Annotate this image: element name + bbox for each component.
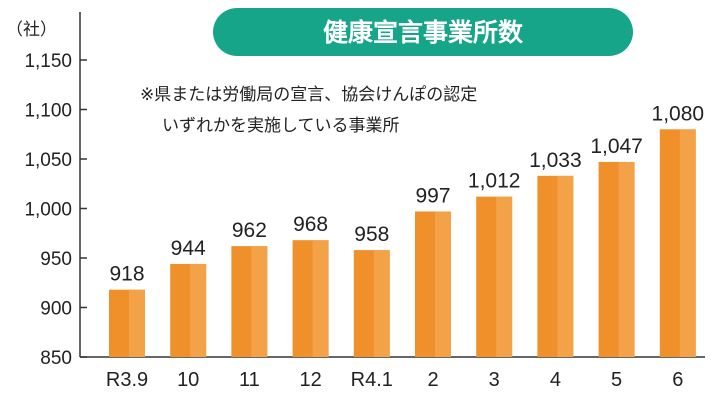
bar-highlight bbox=[679, 129, 696, 357]
bar-value-label: 1,080 bbox=[652, 102, 705, 125]
chart-title-background bbox=[213, 8, 633, 56]
bar-value-label: 968 bbox=[293, 213, 328, 236]
y-tick-label: 850 bbox=[40, 348, 72, 369]
x-tick-label: 12 bbox=[299, 369, 321, 391]
bar-highlight bbox=[373, 250, 390, 357]
bar-highlight bbox=[129, 289, 145, 357]
bar-highlight bbox=[251, 246, 268, 357]
x-tick-label: 11 bbox=[239, 369, 260, 391]
chart-note-line-1: ※県または労働局の宣言、協会けんぽの認定 bbox=[140, 85, 477, 105]
bar-highlight bbox=[190, 263, 207, 357]
y-tick-label: 1,000 bbox=[24, 200, 72, 221]
y-axis-ticks: 850 900 950 1,000 1,050 1,100 1,150 bbox=[24, 51, 87, 369]
x-tick-label: 10 bbox=[177, 369, 199, 391]
x-tick-label: R4.1 bbox=[351, 369, 393, 391]
bar-highlight bbox=[618, 161, 635, 357]
bar-value-label: 962 bbox=[232, 219, 267, 242]
chart-note-line-2: いずれかを実施している事業所 bbox=[162, 116, 400, 136]
x-tick-label: R3.9 bbox=[106, 369, 148, 391]
bar-value-label: 918 bbox=[109, 263, 144, 286]
x-tick-label: 4 bbox=[550, 369, 561, 391]
chart-labels: 918 R3.9 944 10 962 11 968 12 958 R4.1 997 2 1,012 3 1… bbox=[106, 102, 704, 391]
bar-highlight bbox=[435, 211, 451, 357]
bar-highlight bbox=[557, 175, 574, 357]
y-tick-label: 1,050 bbox=[24, 150, 72, 171]
y-tick-label: 950 bbox=[40, 249, 72, 270]
y-tick-label: 900 bbox=[40, 299, 72, 320]
y-axis-unit: （社） bbox=[6, 20, 57, 40]
chart-bars bbox=[109, 129, 696, 357]
bar-highlight bbox=[312, 240, 329, 357]
x-tick-label: 5 bbox=[611, 369, 622, 391]
bar-value-label: 958 bbox=[354, 223, 389, 246]
y-tick-label: 1,100 bbox=[24, 101, 72, 122]
x-tick-label: 2 bbox=[427, 369, 438, 391]
bar-value-label: 944 bbox=[171, 237, 206, 260]
bar-highlight bbox=[496, 196, 513, 357]
bar-value-label: 1,012 bbox=[468, 170, 521, 193]
bar-value-label: 1,047 bbox=[590, 135, 643, 158]
x-tick-label: 6 bbox=[672, 369, 683, 391]
bar-value-label: 997 bbox=[415, 184, 450, 207]
bar-value-label: 1,033 bbox=[529, 149, 582, 172]
y-tick-label: 1,150 bbox=[24, 51, 72, 72]
chart-title-banner: 健康宣言事業所数 bbox=[213, 8, 633, 56]
chart-title: 健康宣言事業所数 bbox=[323, 18, 524, 47]
x-tick-label: 3 bbox=[489, 369, 500, 391]
